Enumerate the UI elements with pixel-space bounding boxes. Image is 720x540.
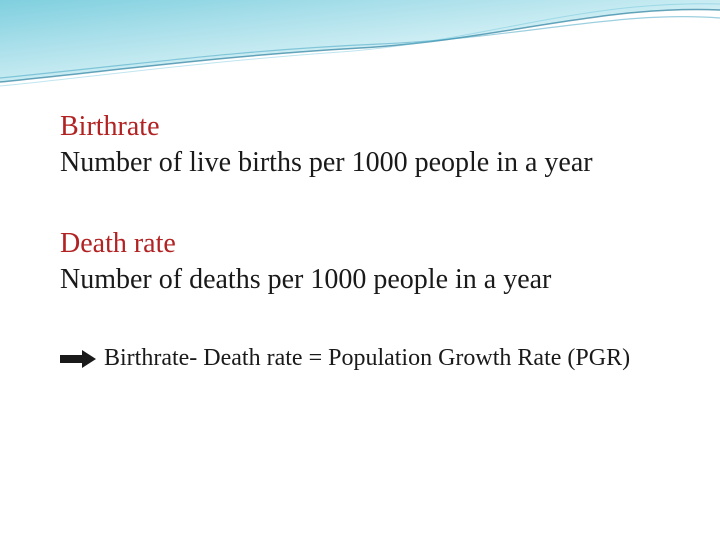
header-wave-decoration — [0, 0, 720, 95]
arrow-right-icon — [60, 350, 96, 368]
formula-text: Birthrate- Death rate = Population Growt… — [104, 344, 630, 373]
term-deathrate: Death rate — [60, 227, 660, 261]
term-birthrate: Birthrate — [60, 110, 660, 144]
formula-row: Birthrate- Death rate = Population Growt… — [60, 344, 660, 373]
slide-content: Birthrate Number of live births per 1000… — [60, 110, 660, 373]
definition-birthrate: Number of live births per 1000 people in… — [60, 146, 660, 180]
definition-deathrate: Number of deaths per 1000 people in a ye… — [60, 263, 660, 297]
